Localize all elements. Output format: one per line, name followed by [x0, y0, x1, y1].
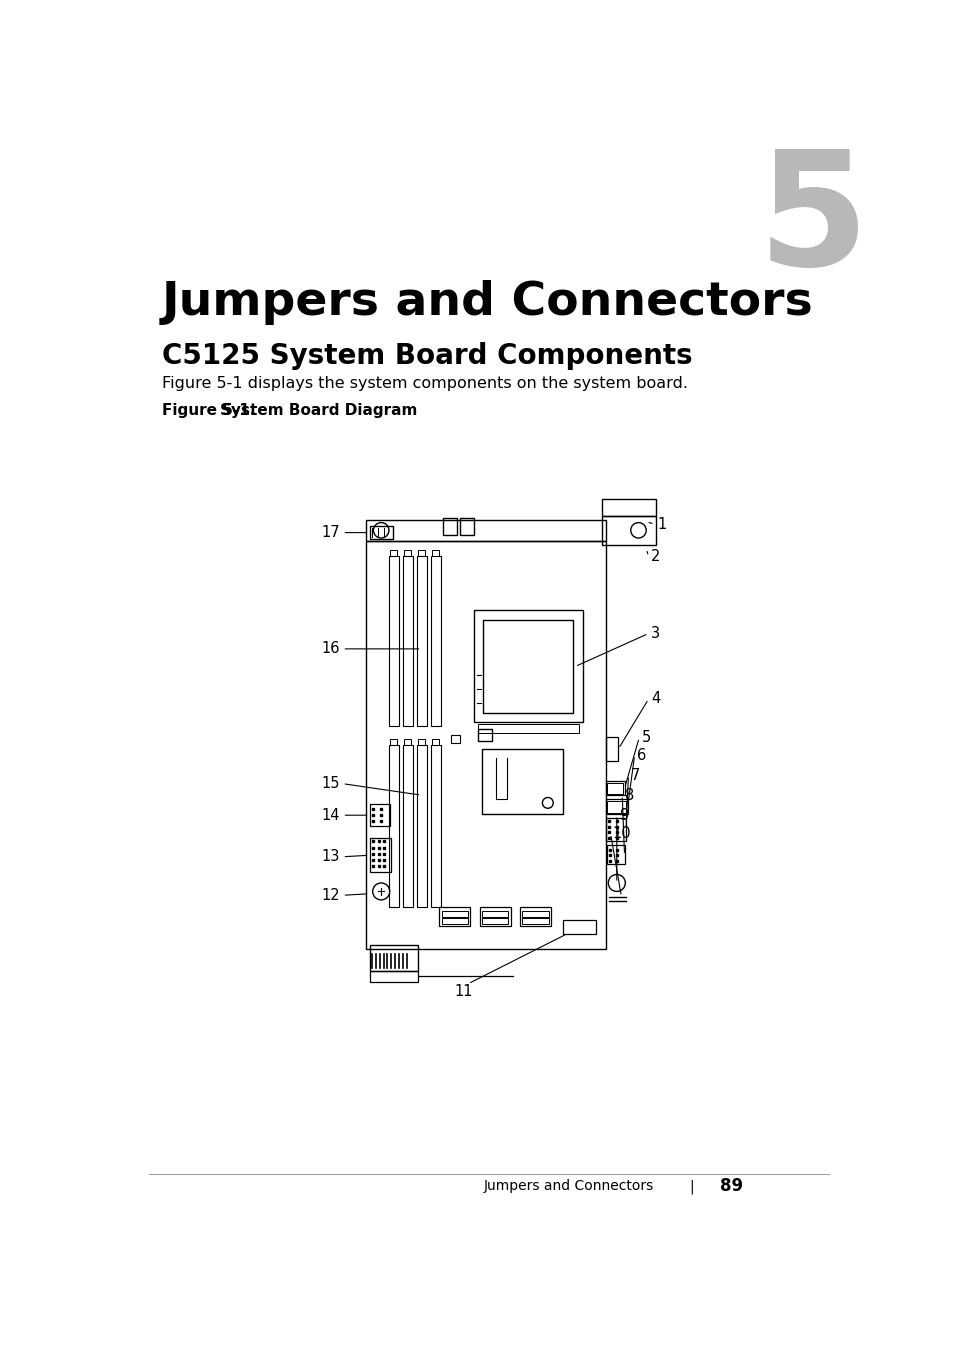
- Text: 12: 12: [321, 888, 340, 903]
- Bar: [441, 911, 468, 917]
- Text: 9: 9: [618, 807, 628, 823]
- Bar: [432, 550, 439, 557]
- Bar: [369, 837, 391, 872]
- Bar: [601, 499, 656, 515]
- Bar: [369, 971, 417, 982]
- Bar: [418, 550, 425, 557]
- Text: Figure 5-1 displays the system components on the system board.: Figure 5-1 displays the system component…: [162, 376, 687, 391]
- Text: Jumpers and Connectors: Jumpers and Connectors: [162, 280, 813, 324]
- Bar: [431, 745, 440, 907]
- Text: 10: 10: [612, 826, 631, 841]
- Bar: [402, 745, 413, 907]
- Bar: [607, 800, 625, 813]
- Text: 6: 6: [637, 748, 645, 763]
- Text: 11: 11: [455, 984, 473, 999]
- Bar: [389, 557, 398, 726]
- Bar: [441, 918, 468, 923]
- Bar: [483, 619, 573, 713]
- Bar: [369, 945, 417, 971]
- Bar: [451, 735, 459, 742]
- Text: 16: 16: [321, 641, 340, 656]
- Bar: [390, 740, 397, 745]
- Text: 13: 13: [321, 849, 340, 864]
- Bar: [562, 919, 596, 934]
- Text: Jumpers and Connectors: Jumpers and Connectors: [483, 1179, 653, 1194]
- Bar: [481, 918, 508, 923]
- Bar: [431, 557, 440, 726]
- Text: 4: 4: [650, 691, 659, 707]
- Bar: [605, 799, 627, 814]
- Text: 5: 5: [757, 145, 867, 299]
- Text: 3: 3: [650, 626, 659, 641]
- Text: 8: 8: [624, 788, 633, 803]
- Bar: [404, 740, 411, 745]
- Bar: [605, 737, 618, 761]
- Bar: [607, 845, 624, 864]
- Bar: [605, 818, 625, 841]
- Bar: [389, 745, 398, 907]
- Bar: [432, 740, 439, 745]
- Text: 14: 14: [321, 807, 340, 823]
- Bar: [416, 745, 427, 907]
- Bar: [607, 783, 622, 794]
- Bar: [443, 518, 456, 535]
- Bar: [416, 557, 427, 726]
- Bar: [459, 518, 474, 535]
- Text: Figure 5-1.: Figure 5-1.: [162, 403, 255, 418]
- Text: 1: 1: [657, 516, 665, 531]
- Bar: [404, 550, 411, 557]
- Bar: [605, 781, 624, 795]
- Text: C5125 System Board Components: C5125 System Board Components: [162, 342, 692, 370]
- Bar: [402, 557, 413, 726]
- Bar: [481, 749, 562, 814]
- Bar: [479, 907, 510, 926]
- Bar: [439, 907, 470, 926]
- Bar: [418, 740, 425, 745]
- Bar: [365, 541, 605, 949]
- Text: 89: 89: [720, 1178, 742, 1195]
- Text: 17: 17: [321, 525, 340, 539]
- Bar: [477, 723, 578, 733]
- Text: 15: 15: [321, 776, 340, 791]
- Bar: [369, 804, 390, 826]
- Text: 2: 2: [650, 549, 659, 564]
- Bar: [521, 918, 548, 923]
- Bar: [390, 550, 397, 557]
- Bar: [521, 911, 548, 917]
- Bar: [474, 610, 582, 722]
- Bar: [481, 911, 508, 917]
- Text: System Board Diagram: System Board Diagram: [220, 403, 417, 418]
- Bar: [601, 515, 656, 545]
- Text: |: |: [688, 1179, 693, 1194]
- Bar: [477, 729, 492, 741]
- Text: 5: 5: [641, 730, 650, 745]
- Text: 7: 7: [630, 768, 639, 783]
- Bar: [369, 526, 393, 538]
- Bar: [519, 907, 550, 926]
- Bar: [365, 519, 605, 541]
